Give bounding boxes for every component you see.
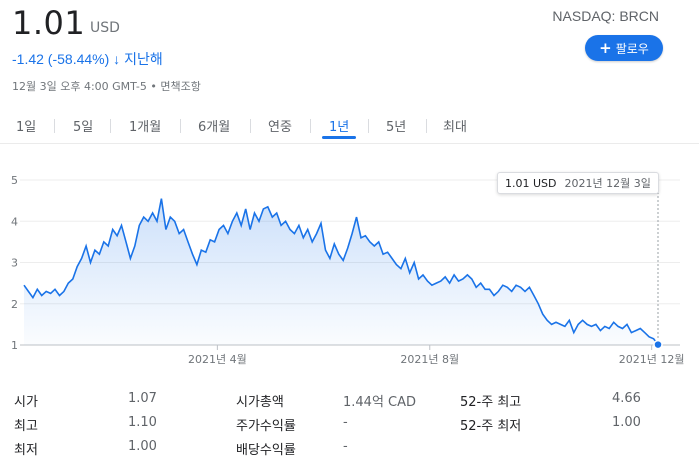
stat-low-label: 최저: [14, 443, 38, 458]
stat-div-value: -: [343, 439, 348, 454]
tab-divider: [426, 119, 427, 133]
tab-divider: [250, 119, 251, 133]
tab-max[interactable]: 최대: [443, 120, 467, 135]
stat-div-label: 배당수익률: [236, 443, 296, 458]
follow-button-label: 팔로우: [615, 41, 649, 56]
hover-point: [653, 339, 663, 350]
price-line: [23, 198, 659, 346]
range-tabs: 1일 5일 1개월 6개월 연중 1년 5년 최대: [0, 112, 699, 142]
tab-divider: [368, 119, 369, 133]
y-tick-label: 1: [11, 339, 18, 352]
stat-pe-value: -: [343, 415, 348, 430]
stat-pe-label: 주가수익률: [236, 419, 296, 434]
stat-52w-low-label: 52-주 최저: [460, 419, 522, 434]
follow-button[interactable]: + 팔로우: [585, 35, 663, 61]
stat-mktcap-label: 시가총액: [236, 395, 284, 410]
stat-high-value: 1.10: [128, 415, 157, 430]
tooltip-value: 1.01 USD: [505, 176, 557, 190]
tab-5d[interactable]: 5일: [73, 120, 94, 135]
y-tick-label: 5: [11, 174, 18, 187]
y-tick-label: 4: [11, 215, 18, 228]
stat-mktcap-value: 1.44억 CAD: [343, 395, 417, 410]
change-period: 지난해: [124, 51, 163, 67]
x-axis-ticks: 2021년 4월 2021년 8월 2021년 12월: [188, 345, 685, 366]
y-axis-ticks: 1 2 3 4 5: [11, 174, 18, 352]
y-tick-label: 3: [11, 257, 18, 270]
chart-tooltip: 1.01 USD 2021년 12월 3일: [497, 172, 659, 194]
tabs-divider-line: [0, 143, 699, 144]
stat-52w-low-value: 1.00: [612, 415, 641, 430]
tab-1y[interactable]: 1년: [329, 120, 350, 135]
exchange-ticker: NASDAQ: BRCN: [552, 8, 659, 24]
stat-52w-high-label: 52-주 최고: [460, 395, 522, 410]
current-price: 1.01: [12, 4, 86, 42]
tab-1m[interactable]: 1개월: [129, 120, 162, 135]
price-chart[interactable]: 1 2 3 4 5 2021년 4월 2021년 8월 2021년 12월: [0, 150, 699, 375]
currency-label: USD: [90, 20, 120, 36]
price-change: -1.42 (-58.44%) ↓ 지난해: [12, 49, 163, 69]
x-tick-label: 2021년 8월: [400, 353, 459, 366]
tab-divider: [110, 119, 111, 133]
stat-open-value: 1.07: [128, 391, 157, 406]
price-area-fill: [24, 198, 658, 345]
active-tab-indicator: [322, 136, 356, 139]
stat-high-label: 최고: [14, 419, 38, 434]
change-value: -1.42 (-58.44%): [12, 51, 110, 67]
x-tick-label: 2021년 12월: [619, 353, 685, 366]
down-arrow-icon: ↓: [113, 51, 121, 67]
tab-divider: [180, 119, 181, 133]
tab-divider: [310, 119, 311, 133]
tab-ytd[interactable]: 연중: [268, 120, 292, 135]
tab-6m[interactable]: 6개월: [198, 120, 231, 135]
y-tick-label: 2: [11, 298, 18, 311]
tab-1d[interactable]: 1일: [16, 120, 37, 135]
stat-open-label: 시가: [14, 395, 38, 410]
plus-icon: +: [599, 38, 612, 57]
stat-52w-high-value: 4.66: [612, 391, 641, 406]
stat-low-value: 1.00: [128, 439, 157, 454]
x-tick-label: 2021년 4월: [188, 353, 247, 366]
quote-timestamp: 12월 3일 오후 4:00 GMT-5 • 면책조항: [12, 80, 201, 93]
tab-5y[interactable]: 5년: [386, 120, 407, 135]
tab-divider: [54, 119, 55, 133]
tooltip-date: 2021년 12월 3일: [564, 177, 651, 190]
